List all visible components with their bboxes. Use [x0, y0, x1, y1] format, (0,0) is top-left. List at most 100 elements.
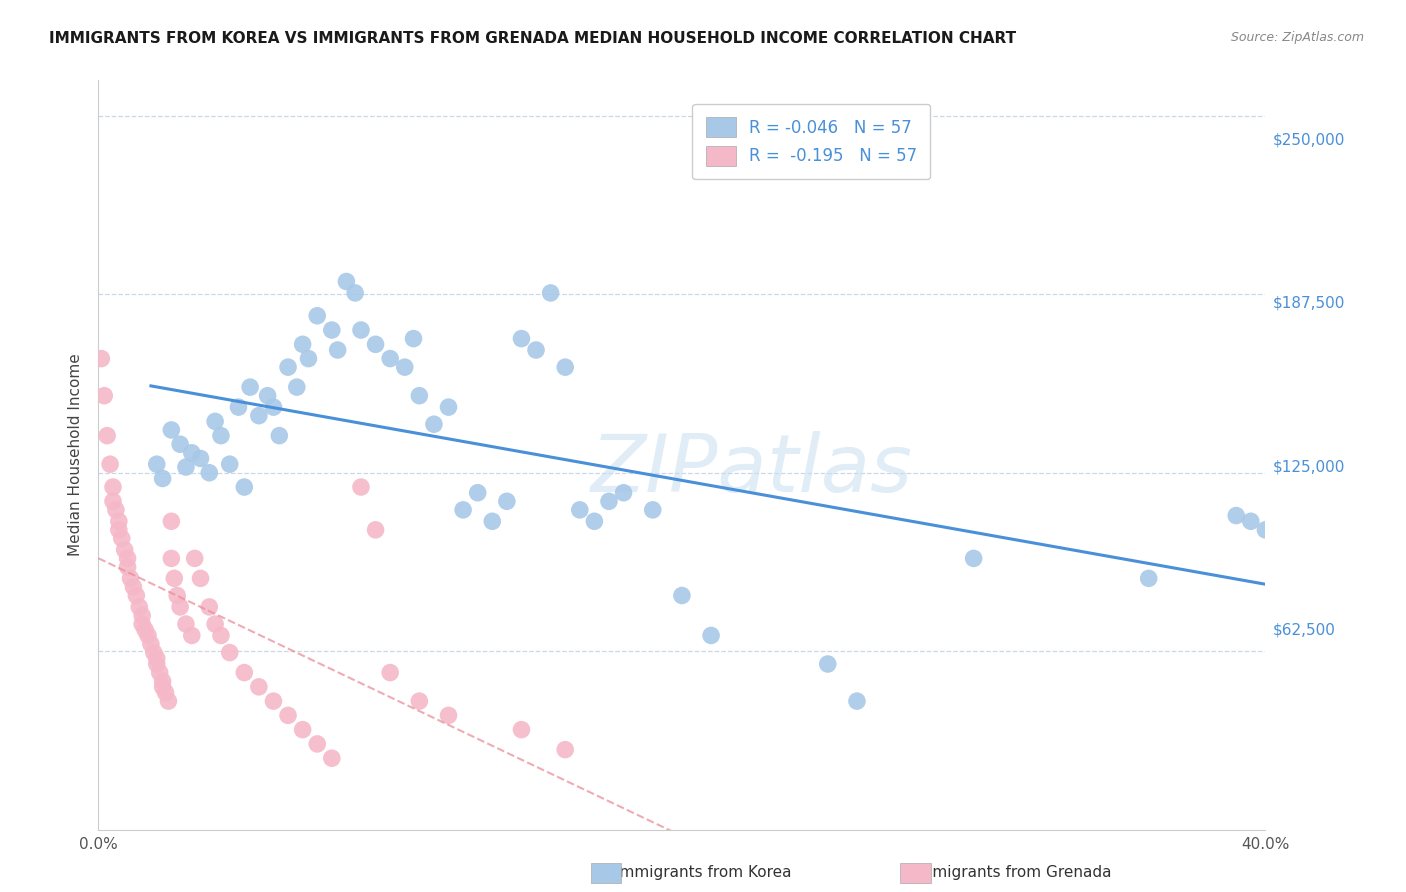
Point: [321, 751, 343, 765]
Point: [291, 337, 314, 351]
Point: [180, 628, 202, 642]
Point: [169, 437, 191, 451]
Point: [218, 457, 240, 471]
Point: [962, 551, 984, 566]
Point: [451, 503, 474, 517]
Point: [524, 343, 547, 357]
Point: [285, 380, 308, 394]
Point: [136, 628, 159, 642]
Point: [380, 665, 402, 680]
Point: [568, 503, 591, 517]
Point: [146, 457, 169, 471]
Point: [817, 657, 839, 671]
Point: [180, 446, 202, 460]
Point: [108, 514, 131, 528]
Point: [1225, 508, 1247, 523]
Point: [408, 694, 430, 708]
Text: IMMIGRANTS FROM KOREA VS IMMIGRANTS FROM GRENADA MEDIAN HOUSEHOLD INCOME CORRELA: IMMIGRANTS FROM KOREA VS IMMIGRANTS FROM…: [49, 31, 1017, 46]
Point: [96, 428, 118, 442]
Point: [101, 480, 124, 494]
Point: [125, 589, 148, 603]
Point: [277, 360, 299, 375]
Point: [90, 351, 112, 366]
Point: [198, 466, 221, 480]
Point: [108, 523, 131, 537]
Point: [326, 343, 349, 357]
Point: [146, 651, 169, 665]
Point: [307, 309, 329, 323]
Point: [350, 480, 373, 494]
Point: [269, 428, 291, 442]
Point: [394, 360, 416, 375]
Point: [117, 560, 139, 574]
Point: [204, 414, 226, 428]
Point: [209, 628, 232, 642]
Point: [641, 503, 664, 517]
Point: [160, 423, 183, 437]
Point: [198, 599, 221, 614]
Legend: R = -0.046   N = 57, R =  -0.195   N = 57: R = -0.046 N = 57, R = -0.195 N = 57: [692, 103, 931, 179]
Point: [297, 351, 319, 366]
Point: [146, 657, 169, 671]
Point: [174, 617, 197, 632]
Point: [437, 400, 460, 414]
Point: [540, 285, 562, 300]
Text: Source: ZipAtlas.com: Source: ZipAtlas.com: [1230, 31, 1364, 45]
Point: [152, 680, 174, 694]
Point: [598, 494, 620, 508]
Text: $250,000: $250,000: [1272, 132, 1344, 147]
Point: [437, 708, 460, 723]
Point: [1240, 514, 1263, 528]
Point: [122, 580, 145, 594]
Point: [700, 628, 723, 642]
Point: [131, 617, 153, 632]
Point: [510, 332, 533, 346]
Point: [142, 646, 165, 660]
Point: [128, 599, 150, 614]
Point: [174, 460, 197, 475]
Point: [510, 723, 533, 737]
Point: [228, 400, 250, 414]
Point: [169, 599, 191, 614]
Point: [291, 723, 314, 737]
Point: [183, 551, 205, 566]
Point: [380, 351, 402, 366]
Point: [612, 485, 634, 500]
Point: [307, 737, 329, 751]
Point: [350, 323, 373, 337]
Point: [247, 409, 270, 423]
Point: [554, 742, 576, 756]
Point: [233, 665, 256, 680]
Point: [481, 514, 503, 528]
Point: [554, 360, 576, 375]
Point: [160, 551, 183, 566]
Text: Immigrants from Grenada: Immigrants from Grenada: [912, 865, 1112, 880]
Point: [93, 389, 115, 403]
Point: [262, 400, 284, 414]
Point: [190, 451, 212, 466]
Point: [335, 275, 357, 289]
Point: [134, 623, 156, 637]
Point: [496, 494, 519, 508]
Point: [204, 617, 226, 632]
Text: $187,500: $187,500: [1272, 296, 1344, 310]
Point: [157, 694, 180, 708]
Point: [139, 637, 162, 651]
Y-axis label: Median Household Income: Median Household Income: [67, 353, 83, 557]
Point: [114, 542, 136, 557]
Point: [166, 589, 188, 603]
Point: [120, 571, 142, 585]
Text: ZIPatlas: ZIPatlas: [591, 431, 912, 509]
Point: [160, 514, 183, 528]
Point: [402, 332, 425, 346]
Point: [1254, 523, 1277, 537]
Point: [262, 694, 284, 708]
Point: [131, 608, 153, 623]
Point: [247, 680, 270, 694]
Point: [101, 494, 124, 508]
Text: Immigrants from Korea: Immigrants from Korea: [614, 865, 792, 880]
Point: [152, 471, 174, 485]
Point: [671, 589, 693, 603]
Point: [583, 514, 606, 528]
Point: [149, 665, 172, 680]
